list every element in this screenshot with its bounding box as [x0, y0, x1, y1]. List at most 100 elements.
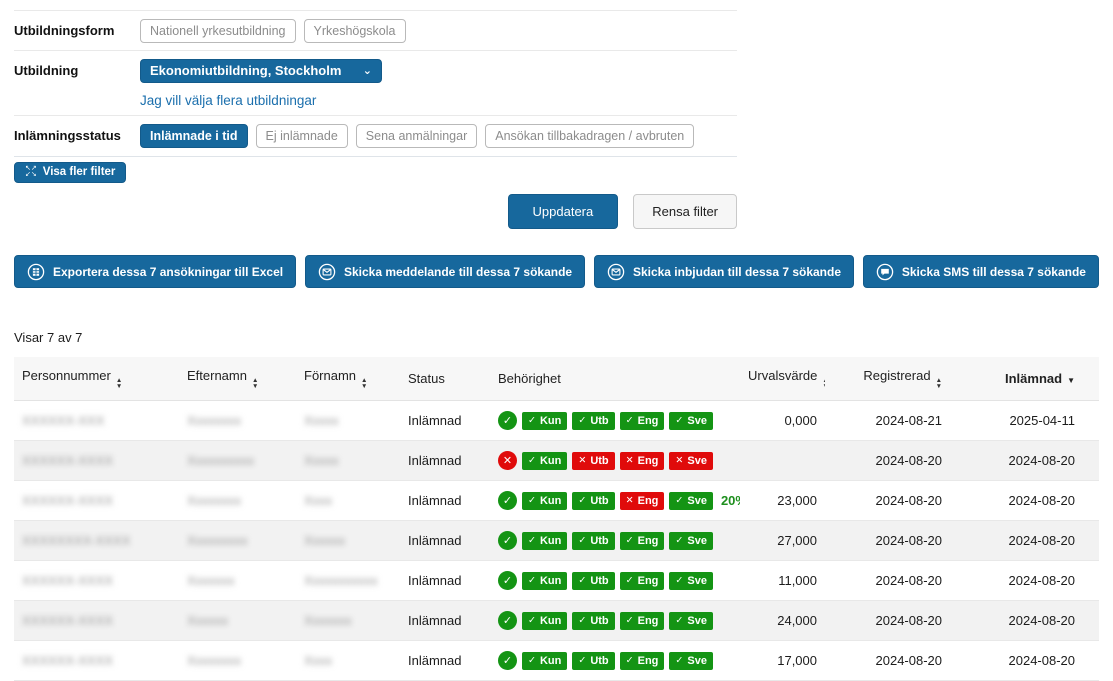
bulk-action-button[interactable]: Skicka SMS till dessa 7 sökande	[862, 255, 1099, 288]
check-icon: ✓	[578, 534, 587, 546]
column-header-inlämnad[interactable]: Inlämnad ▼	[950, 357, 1099, 401]
column-header-förnamn[interactable]: Förnamn ▲ ▼	[296, 357, 400, 401]
efternamn-cell: Xxxxxxxx	[179, 640, 296, 681]
inlamningsstatus-option[interactable]: Sena anmälningar	[355, 124, 478, 148]
fornamn-redacted: Xxxxxx	[304, 533, 346, 548]
efternamn-redacted: Xxxxxx	[187, 613, 229, 628]
inlamningsstatus-option[interactable]: Ansökan tillbakadragen / avbruten	[485, 124, 695, 148]
behorighet-badge-eng: ✓ Eng	[619, 411, 665, 430]
table-row: XXXXXX-XXXX Xxxxxxxx Xxxx Inlämnad ✓ ✓ Kun ✓ Utb…	[14, 480, 1099, 521]
column-header-label: Urvalsvärde	[748, 368, 818, 383]
behorighet-badge-sve: ✓ Sve	[669, 491, 713, 510]
behorighet-cell: ✓ ✓ Kun ✓ Utb ✓ Eng ✓ Sve	[490, 560, 740, 601]
badge-label: Kun	[539, 534, 562, 547]
efternamn-cell: Xxxxxxxxx	[179, 520, 296, 561]
check-icon: ✓	[528, 414, 536, 426]
bulk-action-button[interactable]: Skicka meddelande till dessa 7 sökande	[304, 255, 586, 288]
table-row: XXXXXX-XXX Xxxxxxxx Xxxxx Inlämnad ✓ ✓ Kun ✓ Utb…	[14, 400, 1099, 441]
check-icon: ✓	[625, 614, 634, 626]
table-row: XXXXXX-XXXX Xxxxxxxx Xxxx Inlämnad ✓ ✓ Kun ✓ Utb…	[14, 640, 1099, 681]
status-cell: Inlämnad	[400, 600, 490, 641]
fornamn-redacted: Xxxxxxx	[304, 613, 352, 628]
overall-pass-icon: ✓	[498, 411, 517, 430]
behorighet-cell: ✓ ✓ Kun ✓ Utb ✓ Eng ✓ Sve	[490, 520, 740, 561]
check-icon: ✓	[625, 574, 634, 586]
check-icon: ✓	[578, 614, 587, 626]
check-icon: ✓	[675, 494, 684, 506]
urvalsvarde-cell: 23,000	[740, 480, 825, 521]
fornamn-cell: Xxxxx	[296, 400, 400, 441]
behorighet-badge-sve: ✓ Sve	[669, 531, 713, 550]
filter-row-utbildning: Utbildning Ekonomiutbildning, Stockholm …	[14, 50, 737, 115]
efternamn-redacted: Xxxxxxxx	[187, 493, 242, 508]
fornamn-cell: Xxxxxxx	[296, 600, 400, 641]
bulk-action-button[interactable]: Skicka inbjudan till dessa 7 sökande	[593, 255, 855, 288]
bulk-action-label: Skicka SMS till dessa 7 sökande	[901, 264, 1086, 279]
badge-label: Eng	[637, 494, 659, 507]
update-button[interactable]: Uppdatera	[507, 194, 619, 229]
sort-both-icon: ▲▼	[115, 377, 123, 390]
overall-pass-icon: ✓	[498, 491, 517, 510]
results-table: Personnummer ▲ ▼ Efternamn ▲ ▼ Förnamn ▲ ▼ Status…	[14, 357, 1099, 681]
bulk-action-button[interactable]: Exportera dessa 7 ansökningar till Excel	[14, 255, 297, 288]
behorighet-badge-kun: ✓ Kun	[522, 531, 568, 550]
badge-label: Utb	[590, 654, 609, 667]
personnummer-cell: XXXXXX-XXXX	[14, 480, 179, 521]
utbildning-select[interactable]: Ekonomiutbildning, Stockholm ⌄	[140, 59, 382, 83]
column-header-registrerad[interactable]: Registrerad ▲ ▼	[825, 357, 950, 401]
badge-label: Eng	[637, 654, 659, 667]
efternamn-cell: Xxxxxxxx	[179, 480, 296, 521]
badge-label: Utb	[590, 574, 609, 587]
personnummer-redacted: XXXXXX-XXXX	[22, 653, 114, 668]
filter-panel: Utbildningsform Nationell yrkesutbildnin…	[14, 10, 737, 229]
utbildningsform-option[interactable]: Yrkeshögskola	[303, 19, 406, 43]
cross-icon: ✕	[675, 454, 684, 466]
clear-filter-button[interactable]: Rensa filter	[633, 194, 737, 229]
behorighet-indicators: ✓ ✓ Kun ✓ Utb ✓ Eng ✓ Sve	[498, 651, 732, 670]
behorighet-badge-sve: ✓ Sve	[669, 651, 713, 670]
table-row: XXXXXX-XXXX Xxxxxxx Xxxxxxxxxxx Inlämnad ✓ ✓ K…	[14, 560, 1099, 601]
sms-bubble-icon	[876, 263, 894, 281]
bulk-action-label: Exportera dessa 7 ansökningar till Excel	[53, 264, 284, 279]
registrerad-cell: 2024-08-20	[825, 560, 950, 601]
column-header-label: Förnamn	[304, 368, 357, 383]
column-header-label: Registrerad	[863, 368, 931, 383]
registrerad-cell: 2024-08-20	[825, 640, 950, 681]
behorighet-cell: ✓ ✓ Kun ✓ Utb ✓ Eng ✓ Sve	[490, 400, 740, 441]
personnummer-cell: XXXXXX-XXXX	[14, 640, 179, 681]
badge-label: Eng	[637, 414, 659, 427]
behorighet-badge-eng: ✓ Eng	[619, 651, 665, 670]
inlamningsstatus-option[interactable]: Inlämnade i tid	[140, 124, 248, 148]
fornamn-redacted: Xxxxxxxxxxx	[304, 573, 378, 588]
efternamn-redacted: Xxxxxxxx	[187, 413, 242, 428]
envelope-icon	[607, 263, 625, 281]
utbildningsform-option[interactable]: Nationell yrkesutbildning	[140, 19, 296, 43]
column-header-efternamn[interactable]: Efternamn ▲ ▼	[179, 357, 296, 401]
show-more-filters-button[interactable]: ↖↗ ↙↘ Visa fler filter	[14, 162, 127, 183]
personnummer-redacted: XXXXXX-XXXX	[22, 573, 114, 588]
bulk-action-label: Skicka meddelande till dessa 7 sökande	[343, 264, 573, 279]
sort-both-icon: ▲▼	[935, 377, 942, 390]
badge-label: Sve	[687, 574, 707, 587]
column-header-urvalsvärde[interactable]: Urvalsvärde ▲▼	[740, 357, 825, 401]
bulk-actions-bar: Exportera dessa 7 ansökningar till Excel…	[14, 255, 1099, 288]
check-icon: ✓	[675, 574, 684, 586]
column-header-personnummer[interactable]: Personnummer ▲ ▼	[14, 357, 179, 401]
registrerad-cell: 2024-08-21	[825, 400, 950, 441]
overall-fail-icon: ✕	[498, 451, 517, 470]
status-cell: Inlämnad	[400, 560, 490, 601]
inlamningsstatus-option[interactable]: Ej inlämnade	[255, 124, 348, 148]
select-multiple-utbildningar-link[interactable]: Jag vill välja flera utbildningar	[140, 93, 317, 108]
urvalsvarde-cell: 0,000	[740, 400, 825, 441]
check-icon: ✓	[528, 574, 536, 586]
utbildning-label: Utbildning	[14, 63, 79, 78]
utbildning-select-value: Ekonomiutbildning, Stockholm	[150, 63, 342, 78]
inlamningsstatus-label: Inlämningsstatus	[14, 128, 121, 143]
badge-label: Sve	[687, 654, 707, 667]
expand-arrows-icon: ↖↗ ↙↘	[25, 165, 37, 178]
behorighet-badge-utb: ✕ Utb	[572, 451, 615, 470]
badge-label: Kun	[539, 414, 562, 427]
efternamn-cell: Xxxxxxx	[179, 560, 296, 601]
